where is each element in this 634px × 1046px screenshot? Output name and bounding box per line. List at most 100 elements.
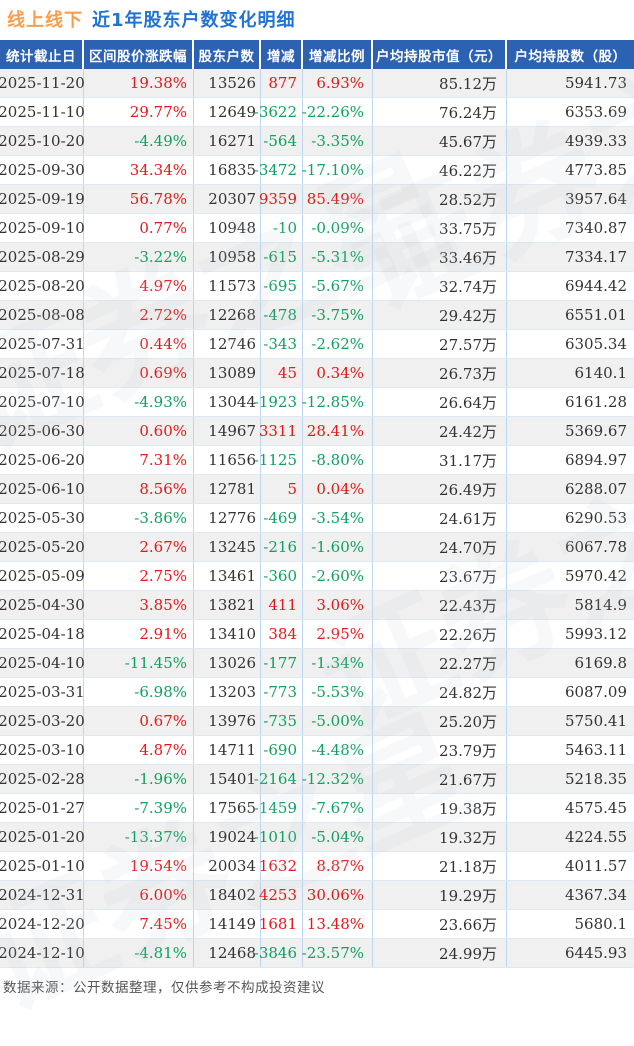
cell-avg-market-value: 23.67万 — [373, 562, 507, 590]
cell-holder-count: 13245 — [194, 533, 261, 561]
cell-avg-market-value: 24.70万 — [373, 533, 507, 561]
cell-price-change: -4.49% — [84, 127, 194, 155]
cell-holder-count: 13410 — [194, 620, 261, 648]
cell-avg-shares: 5993.12 — [564, 625, 627, 643]
cell-stat-date: 2025-01-10 — [0, 852, 85, 880]
cell-stat-date: 2025-07-31 — [0, 330, 85, 358]
cell-price-change: 4.97% — [84, 272, 194, 300]
cell-avg-market-value: 19.29万 — [373, 881, 507, 909]
table-row: 2025-01-10 19.54% 20034 1632 8.87% 21.18万 4011… — [0, 852, 634, 881]
cell-avg-market-value: 32.74万 — [373, 272, 507, 300]
cell-delta: -695 — [261, 272, 303, 300]
table-row: 2024-12-20 7.45% 14149 1681 13.48% 23.66万 5680… — [0, 910, 634, 939]
cell-price-change: 29.77% — [84, 98, 194, 126]
cell-avg-shares: 6288.07 — [564, 480, 627, 498]
cell-holder-count: 14711 — [194, 736, 261, 764]
cell-avg-shares: 4575.45 — [564, 799, 627, 817]
cell-stat-date: 2025-09-19 — [0, 185, 85, 213]
cell-delta: 1681 — [259, 910, 303, 938]
cell-avg-shares: 5369.67 — [564, 422, 627, 440]
table-row: 2025-07-18 0.69% 13089 45 0.34% 26.73万 6140.1 — [0, 359, 634, 388]
cell-avg-market-value: 29.42万 — [373, 301, 507, 329]
cell-avg-market-value: 26.64万 — [373, 388, 507, 416]
cell-delta-ratio: -3.54% — [303, 504, 373, 532]
col-header-stat-date: 统计截止日 — [0, 40, 84, 69]
cell-price-change: -3.22% — [84, 243, 194, 271]
col-header-avg-market-value: 户均持股市值（元） — [373, 40, 507, 69]
cell-price-change: 2.91% — [84, 620, 194, 648]
cell-price-change: 19.38% — [84, 69, 194, 97]
cell-delta: -690 — [261, 736, 303, 764]
table-row: 2025-06-20 7.31% 11656 -1125 -8.80% 31.17万 689… — [0, 446, 634, 475]
cell-holder-count: 17565 — [194, 794, 261, 822]
cell-avg-shares: 4773.85 — [564, 161, 627, 179]
cell-holder-count: 13026 — [194, 649, 261, 677]
cell-delta-ratio: -2.60% — [303, 562, 373, 590]
cell-holder-count: 12649 — [194, 98, 261, 126]
table-row: 2025-05-09 2.75% 13461 -360 -2.60% 23.67万 5970… — [0, 562, 634, 591]
cell-holder-count: 12268 — [194, 301, 261, 329]
cell-holder-count: 20307 — [194, 185, 261, 213]
cell-avg-market-value: 45.67万 — [373, 127, 507, 155]
cell-stat-date: 2025-08-08 — [0, 301, 85, 329]
cell-price-change: 0.44% — [84, 330, 194, 358]
table-row: 2025-07-31 0.44% 12746 -343 -2.62% 27.57万 6305… — [0, 330, 634, 359]
table-row: 2025-04-18 2.91% 13410 384 2.95% 22.26万 5993.1… — [0, 620, 634, 649]
cell-price-change: 0.67% — [84, 707, 194, 735]
cell-stat-date: 2025-11-20 — [0, 69, 85, 97]
cell-avg-shares: 6305.34 — [564, 335, 627, 353]
table-row: 2025-08-29 -3.22% 10958 -615 -5.31% 33.46万 733… — [0, 243, 634, 272]
cell-holder-count: 14149 — [194, 910, 261, 938]
table-row: 2025-02-28 -1.96% 15401 -2164 -12.32% 21.67万 5… — [0, 765, 634, 794]
cell-holder-count: 13526 — [194, 69, 261, 97]
table-row: 2025-03-20 0.67% 13976 -735 -5.00% 25.20万 5750… — [0, 707, 634, 736]
cell-avg-market-value: 76.24万 — [373, 98, 507, 126]
cell-delta-ratio: 13.48% — [303, 910, 373, 938]
cell-avg-shares: 5680.1 — [574, 915, 628, 933]
cell-avg-shares: 5970.42 — [564, 567, 627, 585]
cell-avg-shares: 6140.1 — [574, 364, 628, 382]
cell-stat-date: 2025-09-30 — [0, 156, 85, 184]
cell-stat-date: 2025-01-27 — [0, 794, 85, 822]
cell-stat-date: 2025-04-30 — [0, 591, 85, 619]
cell-stat-date: 2025-03-31 — [0, 678, 85, 706]
cell-price-change: 6.00% — [84, 881, 194, 909]
cell-holder-count: 16835 — [194, 156, 261, 184]
table-row: 2025-04-10 -11.45% 13026 -177 -1.34% 22.27万 61… — [0, 649, 634, 678]
cell-avg-market-value: 24.99万 — [373, 939, 507, 967]
cell-avg-shares: 4224.55 — [564, 828, 627, 846]
cell-avg-market-value: 26.73万 — [373, 359, 507, 387]
cell-delta: -1125 — [254, 446, 303, 474]
cell-holder-count: 11573 — [194, 272, 261, 300]
cell-price-change: 56.78% — [84, 185, 194, 213]
cell-avg-market-value: 23.79万 — [373, 736, 507, 764]
cell-delta-ratio: 2.95% — [303, 620, 373, 648]
table-row: 2025-03-31 -6.98% 13203 -773 -5.53% 24.82万 608… — [0, 678, 634, 707]
cell-delta-ratio: -5.67% — [303, 272, 373, 300]
table-row: 2025-09-19 56.78% 20307 9359 85.49% 28.52万 395… — [0, 185, 634, 214]
cell-stat-date: 2025-10-20 — [0, 127, 85, 155]
stock-name: 线上线下 — [7, 10, 83, 31]
table-row: 2025-05-20 2.67% 13245 -216 -1.60% 24.70万 6067… — [0, 533, 634, 562]
cell-delta-ratio: -3.35% — [303, 127, 373, 155]
cell-holder-count: 10958 — [194, 243, 261, 271]
cell-stat-date: 2025-05-09 — [0, 562, 85, 590]
cell-holder-count: 13976 — [194, 707, 261, 735]
cell-holder-count: 13821 — [194, 591, 261, 619]
cell-avg-shares: 6551.01 — [564, 306, 627, 324]
cell-delta-ratio: -5.04% — [303, 823, 373, 851]
cell-stat-date: 2025-07-18 — [0, 359, 85, 387]
title-text: 近1年股东户数变化明细 — [92, 10, 296, 31]
cell-price-change: 7.31% — [84, 446, 194, 474]
cell-stat-date: 2025-03-20 — [0, 707, 85, 735]
cell-avg-shares: 5814.9 — [574, 596, 628, 614]
cell-price-change: 19.54% — [84, 852, 194, 880]
cell-delta: -360 — [261, 562, 303, 590]
table-row: 2024-12-31 6.00% 18402 4253 30.06% 19.29万 4367… — [0, 881, 634, 910]
cell-delta-ratio: -5.31% — [303, 243, 373, 271]
cell-avg-shares: 6445.93 — [564, 944, 627, 962]
cell-avg-market-value: 24.42万 — [373, 417, 507, 445]
cell-stat-date: 2024-12-31 — [0, 881, 85, 909]
cell-price-change: 2.67% — [84, 533, 194, 561]
cell-delta: 1632 — [259, 852, 303, 880]
